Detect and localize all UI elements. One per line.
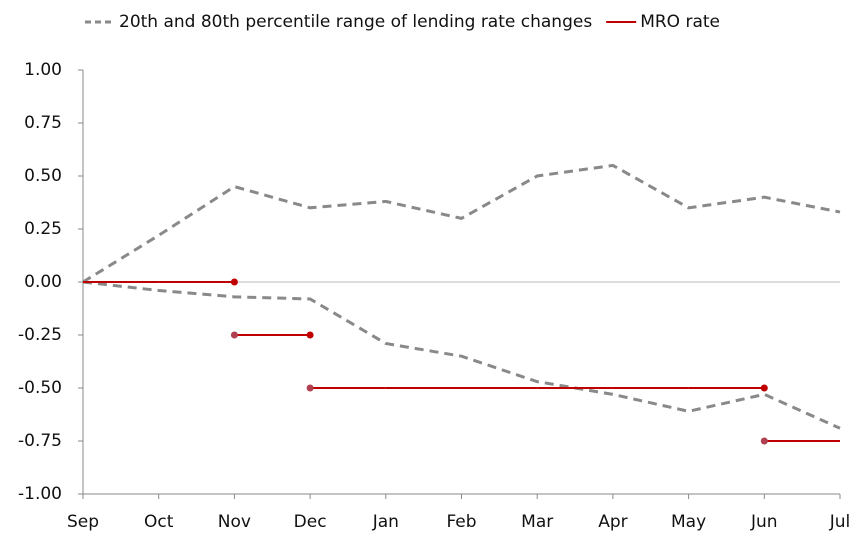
- x-tick-label: Apr: [598, 512, 627, 532]
- y-tick-label: 0.50: [24, 166, 62, 186]
- series-line: [82, 280, 841, 430]
- step-marker: [230, 331, 238, 339]
- x-tick-label: Nov: [218, 512, 251, 532]
- x-tick-label: Jul: [829, 512, 851, 532]
- x-tick-label: Sep: [67, 512, 99, 532]
- y-tick-label: -0.50: [18, 378, 62, 398]
- legend-label: 20th and 80th percentile range of lendin…: [119, 12, 592, 32]
- x-tick-label: Feb: [446, 512, 476, 532]
- step-marker: [760, 437, 768, 445]
- x-tick-label: Oct: [144, 512, 174, 532]
- y-tick-label: -0.25: [18, 325, 62, 345]
- step-marker: [760, 384, 768, 392]
- series-line: [82, 163, 841, 284]
- x-tick-label: Dec: [294, 512, 327, 532]
- x-tick-label: Jan: [372, 512, 399, 532]
- y-tick-label: 0.75: [24, 113, 62, 133]
- y-tick-label: 0.25: [24, 219, 62, 239]
- step-marker: [306, 384, 314, 392]
- step-marker: [306, 331, 314, 339]
- y-tick-label: 0.00: [24, 272, 62, 292]
- x-tick-label: Mar: [521, 512, 553, 532]
- y-tick-label: 1.00: [24, 60, 62, 80]
- legend-label: MRO rate: [640, 12, 720, 32]
- y-tick-label: -1.00: [18, 484, 62, 504]
- x-tick-label: May: [671, 512, 706, 532]
- y-tick-label: -0.75: [18, 431, 62, 451]
- x-tick-label: Jun: [750, 512, 778, 532]
- step-marker: [230, 278, 238, 286]
